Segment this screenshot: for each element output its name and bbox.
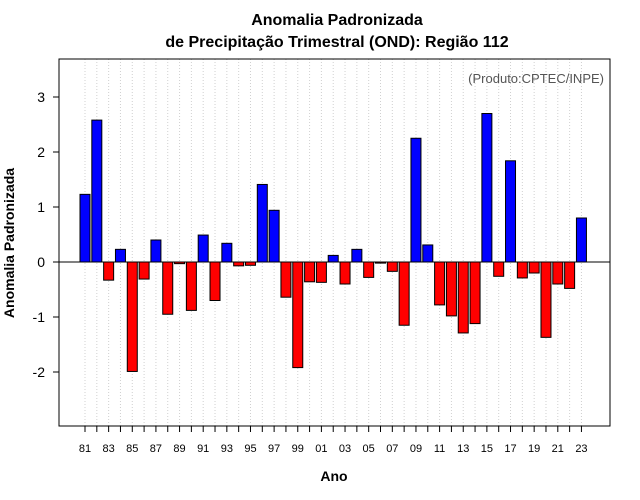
x-tick-label: 11 [434,443,445,455]
bar-2011 [434,261,446,306]
bar-2010 [422,244,434,263]
bar-2003 [339,261,351,285]
x-tick-label: 97 [268,443,280,455]
bar-1988 [162,261,174,315]
bar-1992 [209,261,221,301]
x-tick-label: 01 [315,443,327,455]
bar-2007 [386,261,398,272]
x-tick-label: 13 [457,443,469,455]
bar-2017 [505,160,517,263]
x-tick-label: 91 [197,443,209,455]
plot-frame [58,58,611,427]
bar-2020 [540,261,552,338]
bar-2001 [315,261,327,283]
credit-label: (Produto:CPTEC/INPE) [468,71,604,86]
bar-2013 [457,261,469,334]
x-tick-label: 09 [410,443,422,455]
bar-1998 [280,261,292,298]
bar-2009 [410,137,422,263]
bar-2000 [304,261,316,283]
x-tick-label: 17 [504,443,516,455]
bar-2022 [564,261,576,289]
x-tick-label: 87 [150,443,162,455]
bar-2002 [327,254,339,263]
y-axis: -2 -1 0 1 2 3 [33,89,59,380]
x-axis: 81 83 85 87 89 91 93 95 97 99 01 03 05 07 09 11 13 15 17 19… [79,426,588,455]
bar-1984 [114,248,126,263]
bar-1996 [256,183,268,263]
x-tick-label: 81 [79,443,91,455]
y-axis-title: Anomalia Padronizada [1,168,17,318]
bar-2016 [493,261,505,277]
bar-2008 [398,261,410,326]
x-tick-label: 05 [363,443,375,455]
x-tick-label: 83 [103,443,115,455]
chart-title-line2: de Precipitação Trimestral (OND): Região… [165,34,508,51]
x-tick-label: 21 [552,443,564,455]
bar-1994 [233,261,245,267]
bar-2021 [552,261,564,285]
bar-1993 [221,242,233,263]
bar-2018 [516,261,528,279]
x-tick-label: 19 [528,443,540,455]
bar-2019 [528,261,540,274]
x-tick-label: 07 [386,443,398,455]
x-tick-label: 03 [339,443,351,455]
x-tick-label: 23 [575,443,587,455]
x-tick-label: 95 [244,443,256,455]
bar-1981 [79,193,91,263]
bar-2005 [363,261,375,278]
bar-1982 [91,119,103,263]
y-tick-label: -2 [33,364,46,380]
x-tick-label: 15 [481,443,493,455]
bar-1983 [103,261,115,281]
y-tick-label: 0 [37,254,45,270]
y-tick-label: -1 [33,309,46,325]
bar-1987 [150,239,162,263]
bar-1986 [138,261,150,280]
bar-1999 [292,261,304,369]
bar-2004 [351,248,363,263]
x-tick-label: 85 [126,443,138,455]
bar-2023 [575,217,587,263]
bar-2012 [445,261,457,317]
bar-1991 [197,234,209,263]
bar-1990 [185,261,197,311]
bar-1997 [268,209,280,263]
chart-title-line1: Anomalia Padronizada [251,12,423,29]
x-tick-label: 93 [221,443,233,455]
x-tick-label: 89 [173,443,185,455]
bar-2014 [469,261,481,325]
y-tick-label: 3 [37,89,45,105]
x-tick-label: 99 [292,443,304,455]
bar-2015 [481,113,493,263]
x-axis-title: Ano [320,468,347,484]
bar-series [79,113,587,372]
y-tick-label: 2 [37,144,45,160]
y-tick-label: 1 [37,199,45,215]
bar-1985 [126,261,138,372]
